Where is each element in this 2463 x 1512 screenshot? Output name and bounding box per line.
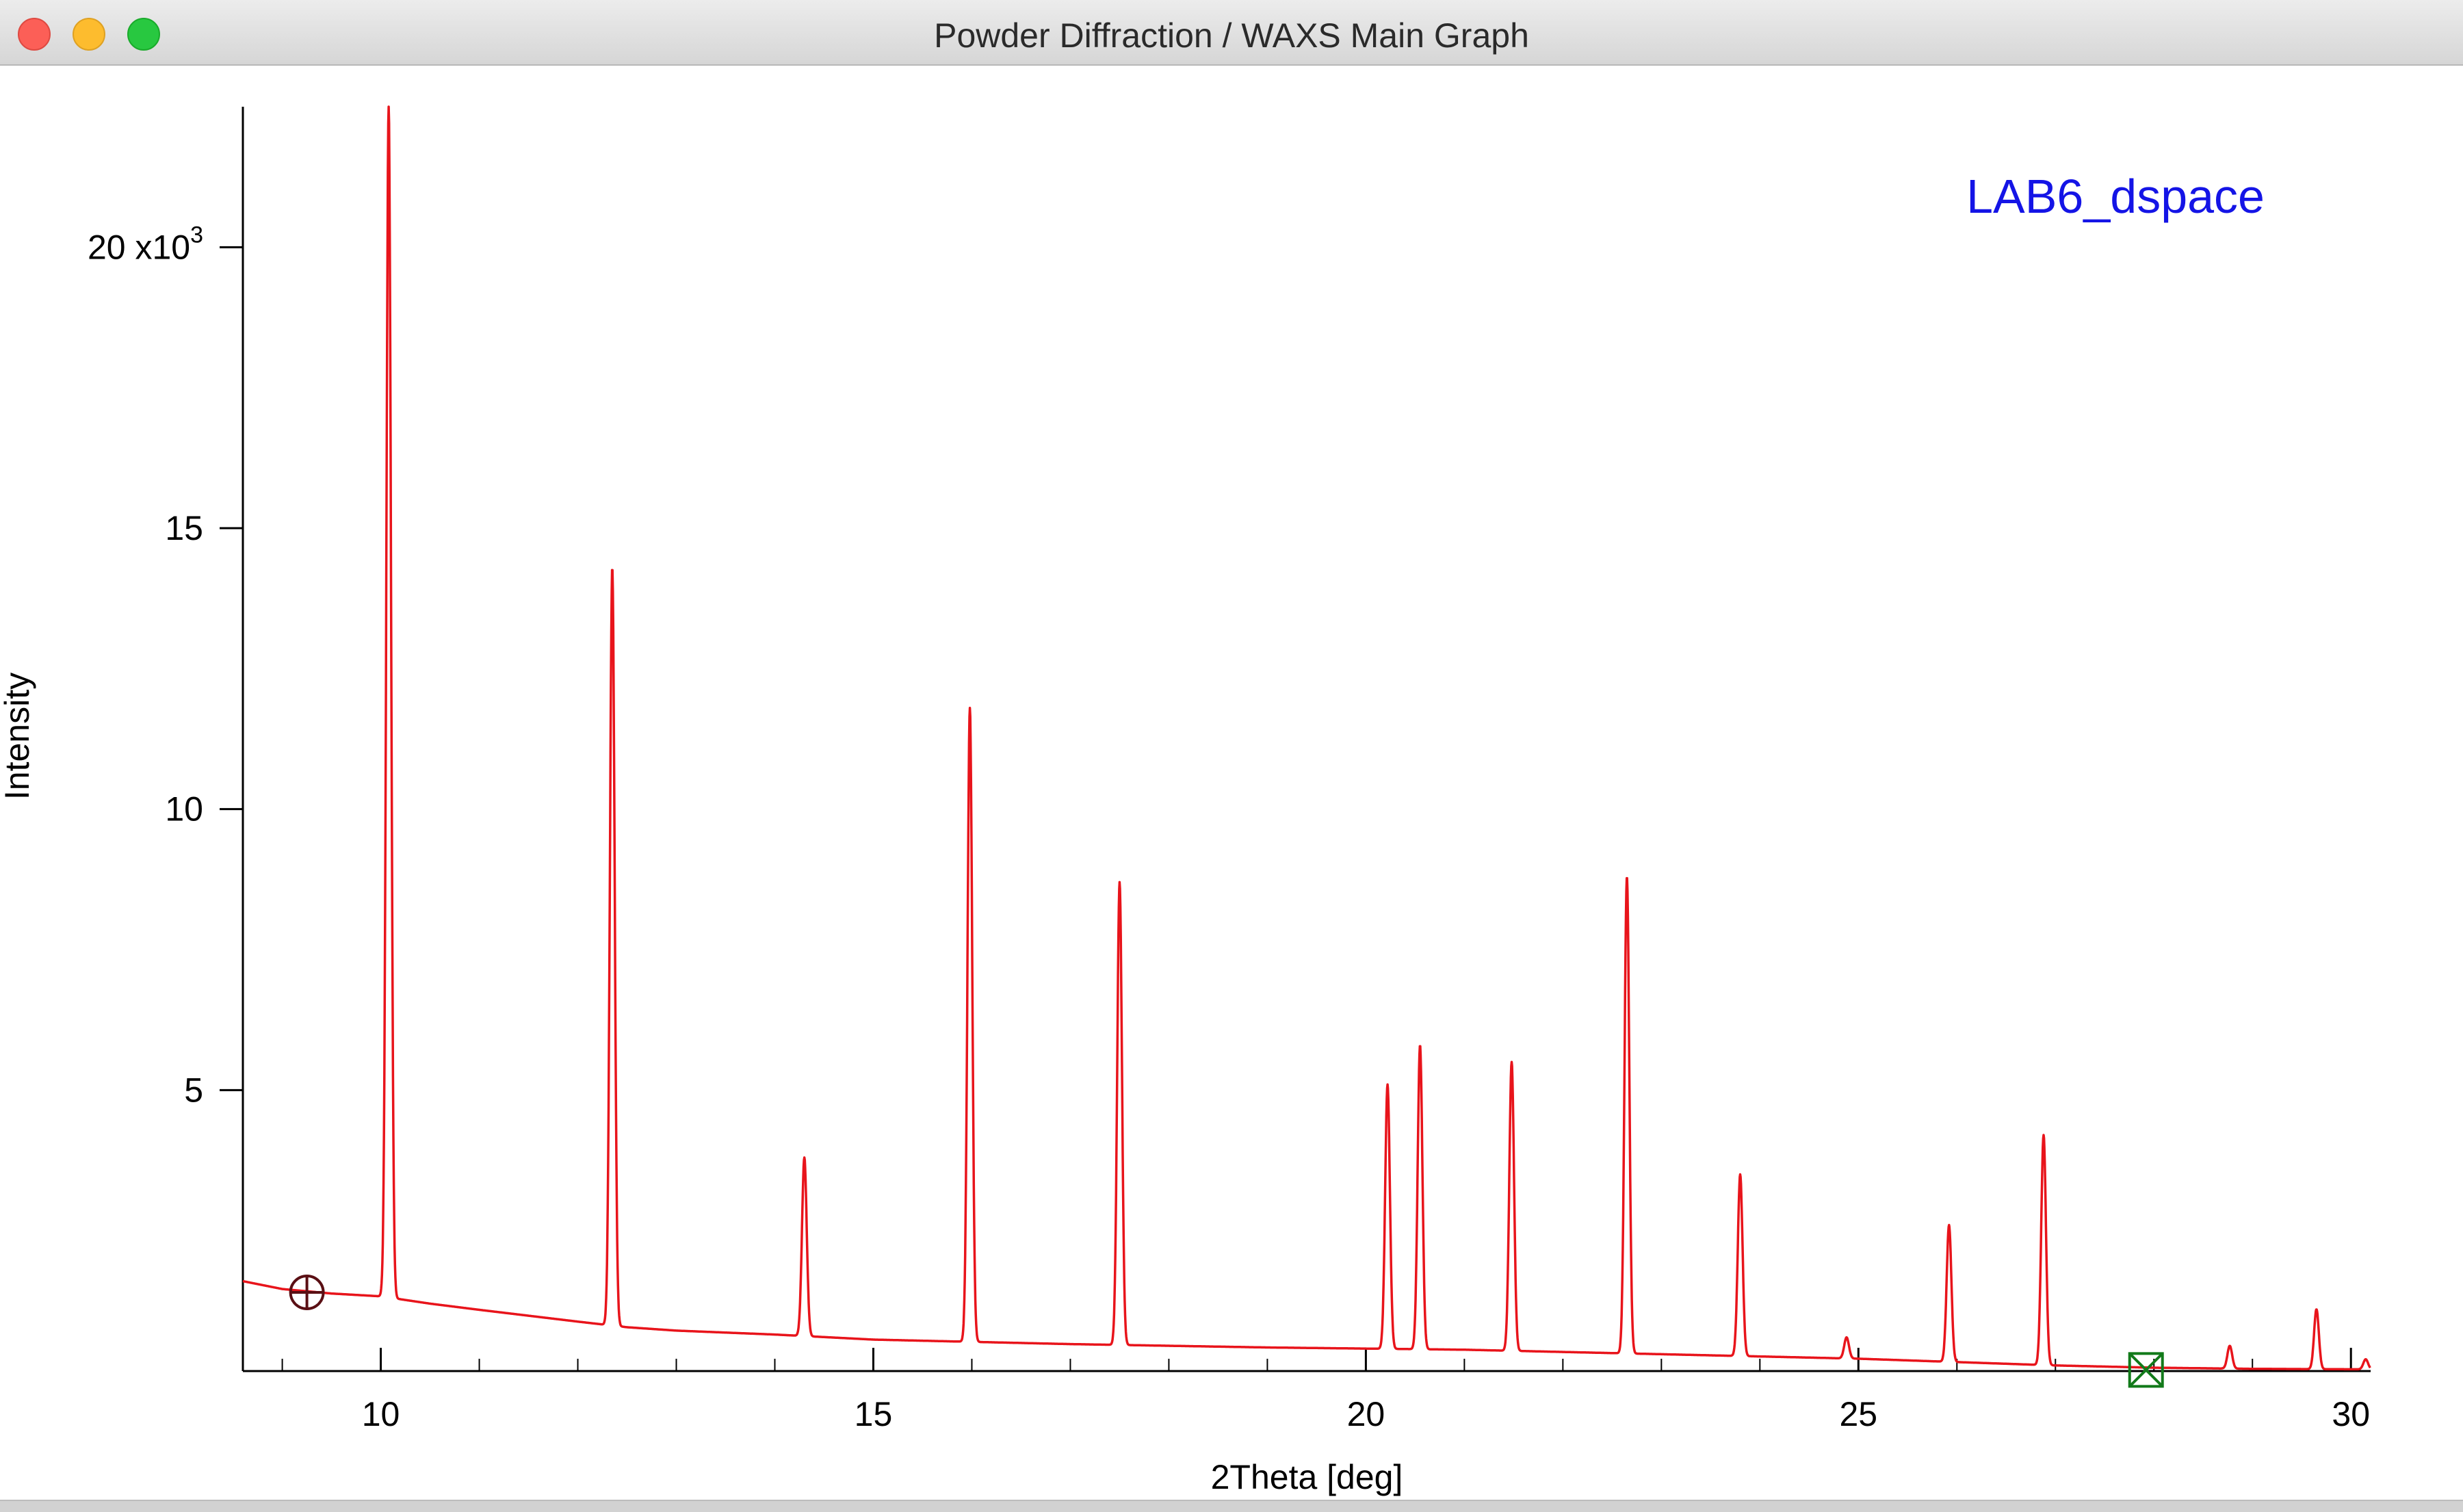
tick-marks — [220, 246, 2352, 1371]
y-tick-label: 10 — [165, 790, 203, 829]
title-bar[interactable]: Powder Diffraction / WAXS Main Graph — [0, 0, 2463, 66]
close-window-button[interactable] — [18, 18, 51, 51]
y-tick-label: 5 — [184, 1071, 203, 1109]
y-top-tick-label: 20 x103 — [88, 222, 203, 266]
x-tick-label: 15 — [855, 1395, 893, 1433]
diffraction-graph[interactable]: 10 15 20 25 30 5 10 15 20 x103 2Theta [deg] Intens… — [0, 66, 2463, 1511]
cursor-b-icon[interactable] — [2128, 1352, 2164, 1388]
series-line — [242, 105, 2371, 1371]
axes — [242, 107, 2371, 1372]
graph-cursors[interactable] — [289, 1275, 2164, 1388]
window-bottom-edge — [0, 1500, 2463, 1512]
y-axis-label: Intensity — [0, 673, 36, 800]
x-tick-label: 25 — [1839, 1395, 1877, 1433]
y-top-tick-mantissa: 20 x10 — [88, 228, 190, 266]
x-tick-label: 10 — [362, 1395, 400, 1433]
legend: LAB6_dspace — [1966, 170, 2265, 223]
plot-area — [242, 105, 2371, 1371]
window-title: Powder Diffraction / WAXS Main Graph — [934, 16, 1529, 55]
y-tick-label: 15 — [165, 509, 203, 547]
x-tick-label: 20 — [1347, 1395, 1385, 1433]
cursor-a-icon[interactable] — [289, 1275, 325, 1311]
y-top-tick-exponent: 3 — [190, 222, 203, 248]
minimize-window-button[interactable] — [73, 18, 105, 51]
x-tick-label: 30 — [2332, 1395, 2370, 1433]
legend-entry: LAB6_dspace — [1966, 170, 2265, 223]
tick-labels: 10 15 20 25 30 5 10 15 20 x103 2Theta [deg] Intens… — [0, 222, 2370, 1496]
x-axis-label: 2Theta [deg] — [1211, 1458, 1403, 1496]
zoom-window-button[interactable] — [127, 18, 160, 51]
